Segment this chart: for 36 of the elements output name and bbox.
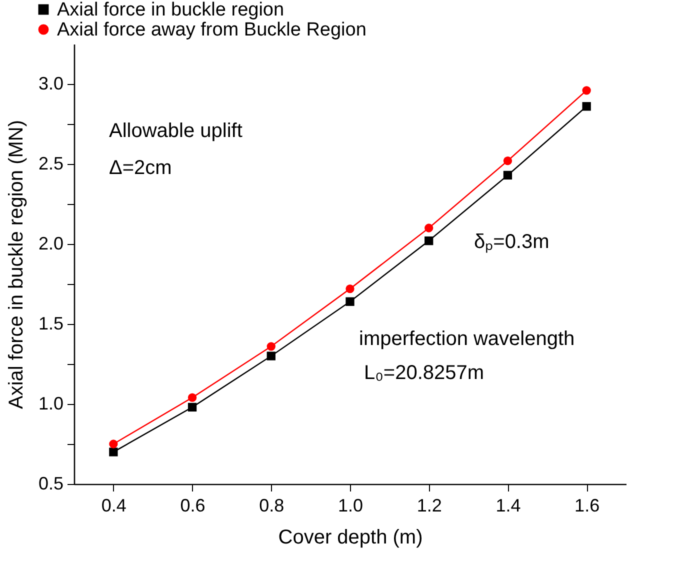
- x-axis-title: Cover depth (m): [278, 526, 423, 548]
- x-tick-label: 1.0: [338, 496, 364, 516]
- annotation: Δ=2cm: [109, 157, 172, 179]
- x-tick-label: 0.8: [259, 496, 284, 516]
- y-tick-label: 0.5: [38, 474, 64, 494]
- x-tick-label: 1.6: [574, 496, 600, 516]
- point: [346, 297, 354, 306]
- point: [424, 236, 434, 246]
- point: [109, 448, 118, 456]
- x-tick-label: 0.6: [180, 496, 206, 516]
- y-tick-label: 1.5: [38, 314, 64, 334]
- point: [266, 342, 276, 351]
- point: [503, 170, 512, 180]
- annotation: δₚ=0.3m: [474, 231, 550, 253]
- point: [503, 156, 512, 166]
- annotation: Allowable uplift: [109, 120, 243, 142]
- y-tick-label: 2.5: [38, 154, 64, 174]
- legend-label: Axial force away from Buckle Region: [57, 20, 366, 40]
- x-tick-label: 0.4: [101, 496, 126, 516]
- point: [424, 224, 434, 232]
- y-tick-label: 3.0: [38, 74, 64, 94]
- y-tick-label: 2.0: [38, 234, 64, 254]
- point: [188, 402, 197, 412]
- point: [266, 352, 276, 360]
- x-tick-label: 1.2: [416, 496, 442, 516]
- y-axis-title: Axial force in buckle region (MN): [5, 120, 28, 409]
- x-tick-label: 1.4: [496, 496, 521, 516]
- point: [346, 284, 354, 294]
- annotation: imperfection wavelength: [359, 328, 575, 350]
- point: [582, 86, 591, 95]
- point: [109, 440, 118, 448]
- annotation: L₀=20.8257m: [364, 362, 484, 384]
- point: [582, 102, 591, 111]
- y-tick-label: 1.0: [38, 394, 64, 414]
- legend-label: Axial force in buckle region: [57, 0, 284, 20]
- point: [188, 393, 197, 402]
